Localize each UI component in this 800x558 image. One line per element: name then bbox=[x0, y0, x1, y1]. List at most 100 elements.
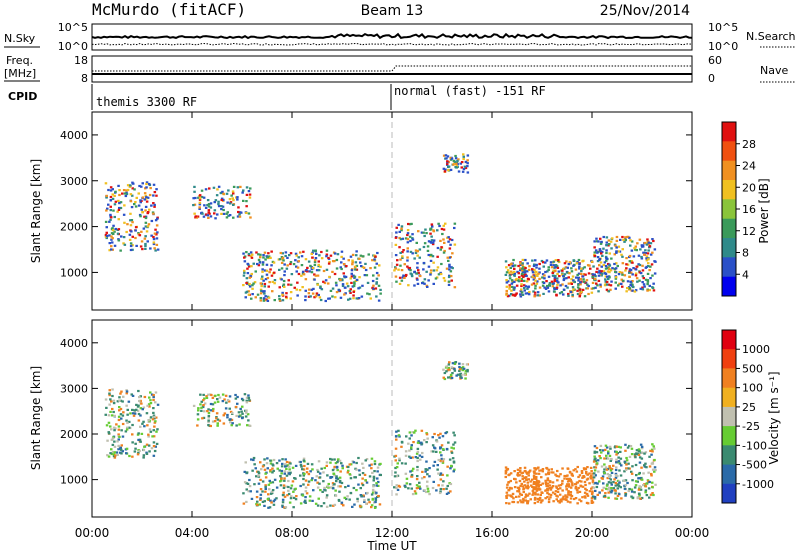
range-time-cell bbox=[146, 240, 149, 243]
range-time-cell bbox=[130, 206, 134, 209]
range-time-cell bbox=[626, 263, 630, 266]
range-time-cell bbox=[450, 238, 454, 242]
range-time-cell bbox=[420, 477, 424, 480]
velocity-colorbar-label: Velocity [m s⁻¹] bbox=[767, 371, 781, 464]
range-time-cell bbox=[369, 297, 372, 300]
range-time-cell bbox=[595, 446, 599, 450]
range-time-cell bbox=[590, 499, 594, 503]
range-time-cell bbox=[580, 290, 583, 293]
range-time-cell bbox=[431, 255, 435, 258]
range-time-cell bbox=[440, 454, 443, 457]
range-time-cell bbox=[220, 198, 223, 202]
range-time-cell bbox=[259, 488, 263, 491]
range-time-cell bbox=[621, 285, 624, 288]
range-time-cell bbox=[314, 502, 318, 505]
range-time-cell bbox=[624, 493, 628, 496]
range-time-cell bbox=[442, 480, 445, 483]
range-time-cell bbox=[546, 270, 549, 273]
range-time-cell bbox=[613, 253, 616, 256]
range-time-cell bbox=[567, 263, 571, 266]
range-time-cell bbox=[425, 232, 428, 235]
range-time-cell bbox=[448, 268, 451, 271]
range-time-cell bbox=[112, 410, 115, 414]
range-time-cell bbox=[126, 184, 130, 187]
range-time-cell bbox=[259, 288, 263, 291]
range-time-cell bbox=[248, 424, 252, 427]
range-time-cell bbox=[117, 184, 120, 187]
range-time-cell bbox=[302, 250, 305, 253]
range-time-cell bbox=[373, 258, 376, 261]
range-time-cell bbox=[110, 238, 113, 241]
range-time-cell bbox=[535, 270, 538, 273]
range-time-cell bbox=[549, 496, 552, 499]
range-time-cell bbox=[643, 465, 647, 468]
range-time-cell bbox=[109, 398, 112, 401]
range-time-cell bbox=[538, 488, 542, 491]
range-time-cell bbox=[247, 190, 251, 193]
range-time-cell bbox=[125, 230, 128, 234]
range-time-cell bbox=[259, 292, 263, 295]
range-time-cell bbox=[427, 253, 430, 257]
range-time-cell bbox=[260, 277, 264, 281]
range-time-cell bbox=[284, 506, 288, 509]
range-time-cell bbox=[540, 476, 543, 479]
range-time-cell bbox=[116, 232, 120, 235]
range-time-cell bbox=[134, 447, 137, 450]
colorbar-tick-label: -500 bbox=[742, 459, 767, 472]
nsky-line bbox=[91, 32, 693, 40]
range-time-cell bbox=[281, 256, 285, 259]
range-time-cell bbox=[513, 486, 517, 489]
range-time-cell bbox=[442, 277, 446, 280]
range-time-cell bbox=[579, 283, 582, 286]
range-time-cell bbox=[453, 369, 457, 372]
range-time-cell bbox=[429, 259, 433, 262]
range-time-cell bbox=[594, 457, 597, 460]
range-time-cell bbox=[150, 447, 154, 450]
range-time-cell bbox=[131, 455, 134, 458]
range-time-cell bbox=[619, 450, 622, 453]
range-time-cell bbox=[572, 259, 575, 262]
range-time-cell bbox=[604, 278, 607, 281]
range-time-cell bbox=[343, 275, 346, 278]
range-time-cell bbox=[273, 498, 277, 501]
range-time-cell bbox=[259, 256, 262, 259]
range-time-cell bbox=[524, 496, 527, 499]
range-time-cell bbox=[268, 506, 272, 509]
range-time-cell bbox=[615, 246, 618, 249]
range-time-cell bbox=[459, 162, 462, 165]
range-time-cell bbox=[436, 255, 439, 258]
range-time-cell bbox=[628, 467, 631, 470]
range-time-cell bbox=[547, 266, 550, 269]
range-time-cell bbox=[532, 487, 535, 491]
range-time-cell bbox=[250, 458, 253, 461]
range-time-cell bbox=[363, 274, 367, 277]
range-time-cell bbox=[311, 256, 314, 259]
range-time-cell bbox=[601, 449, 605, 452]
range-time-cell bbox=[555, 287, 558, 290]
range-time-cell bbox=[524, 493, 528, 496]
range-time-cell bbox=[580, 267, 583, 270]
range-time-cell bbox=[154, 249, 157, 252]
range-time-cell bbox=[418, 256, 421, 259]
range-time-cell bbox=[257, 474, 260, 477]
range-time-cell bbox=[574, 483, 578, 486]
range-time-cell bbox=[602, 482, 605, 485]
range-time-cell bbox=[651, 486, 654, 489]
range-time-cell bbox=[118, 399, 121, 402]
range-time-cell bbox=[618, 271, 622, 274]
range-time-cell bbox=[130, 219, 134, 222]
range-time-cell bbox=[571, 275, 575, 278]
range-time-cell bbox=[217, 200, 220, 203]
range-time-cell bbox=[540, 259, 544, 263]
range-time-cell bbox=[349, 288, 352, 291]
range-time-cell bbox=[217, 393, 220, 397]
range-time-cell bbox=[202, 393, 205, 396]
range-time-cell bbox=[555, 498, 558, 501]
range-time-cell bbox=[420, 231, 424, 234]
range-time-cell bbox=[592, 474, 595, 477]
range-time-cell bbox=[221, 205, 225, 208]
range-time-cell bbox=[541, 499, 544, 502]
range-time-cell bbox=[255, 251, 258, 254]
range-time-cell bbox=[581, 288, 585, 291]
range-time-cell bbox=[139, 425, 142, 428]
